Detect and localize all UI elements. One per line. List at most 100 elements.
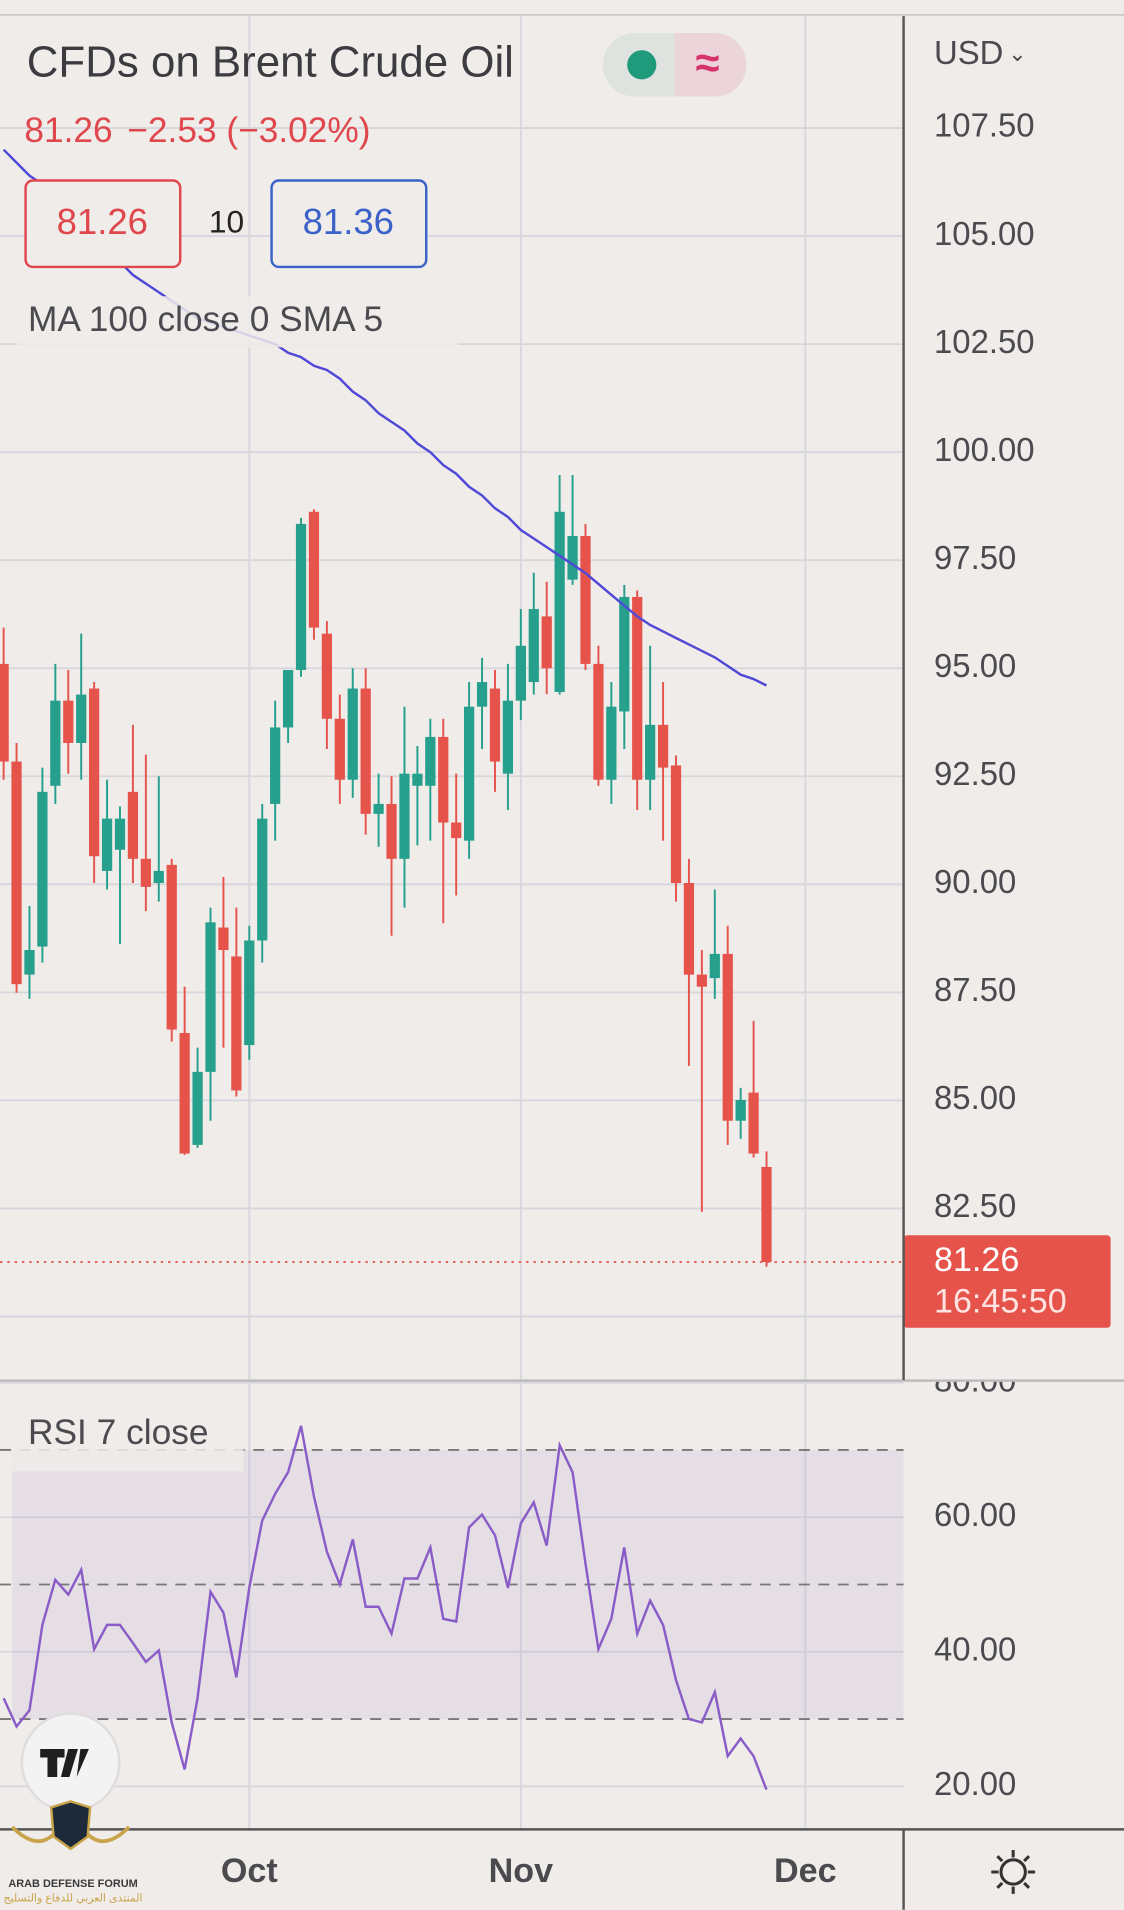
y-tick-label: 20.00 (934, 1765, 1016, 1802)
candle-body (399, 773, 410, 859)
candle-body (476, 682, 488, 707)
watermark: ARAB DEFENSE FORUM المنتدى العربي للدفاع… (4, 1712, 143, 1905)
last-price: 81.26 (24, 111, 112, 150)
settings-button[interactable] (991, 1850, 1036, 1894)
legend: CFDs on Brent Crude Oil ≈ 81.26 −2.53 (−3.… (12, 33, 747, 1472)
y-tick-label: 95.00 (934, 647, 1016, 684)
y-tick-label: 107.50 (934, 107, 1035, 144)
chevron: ⌄ (1008, 41, 1026, 66)
candle-body (657, 724, 669, 768)
candle-body (153, 870, 164, 884)
candle-body (127, 791, 139, 859)
candle-body (735, 1099, 746, 1121)
candle-body (386, 803, 397, 859)
currency: USD (934, 34, 1003, 71)
status-pill-right (674, 33, 747, 97)
candle-body (179, 1032, 190, 1154)
candle-body (502, 700, 514, 774)
y-tick-label: 87.50 (934, 971, 1016, 1008)
candle-body (451, 822, 462, 839)
candle-body (360, 688, 371, 814)
buy-button[interactable] (270, 179, 428, 269)
last-change: 81.26 −2.53 (−3.02%) (24, 111, 370, 150)
candle-body (554, 511, 565, 693)
candles (0, 148, 772, 1267)
delayed-icon: ≈ (695, 39, 719, 88)
candle-body (683, 883, 695, 975)
candle-body (709, 953, 720, 979)
candle-body (244, 940, 255, 1046)
candle-body (464, 706, 475, 841)
y-tick-label: 102.50 (934, 323, 1035, 360)
y-tick-label: 105.00 (934, 215, 1035, 252)
candle-body (295, 523, 307, 670)
candle-body (515, 645, 526, 701)
market-open-dot (627, 50, 657, 80)
candle-body (270, 727, 281, 804)
y-tick-label: 40.00 (934, 1630, 1016, 1667)
candle-body (373, 803, 384, 814)
x-tick-label: Oct (221, 1852, 278, 1890)
bid-price: 81.26 (57, 201, 148, 242)
candle-body (63, 700, 74, 743)
y-tick-label: 100.00 (934, 431, 1035, 468)
y-tick-label: 80.00 (934, 1361, 1016, 1398)
candle-body (205, 922, 216, 1072)
emblem-wings (10, 1825, 131, 1844)
candle-body (334, 718, 345, 780)
candle-body (0, 663, 9, 762)
ma-legend[interactable]: MA 100 close 0 SMA 5 (28, 300, 383, 339)
candle-body (438, 736, 449, 823)
tv-logo (40, 1748, 89, 1777)
y-tick-label: 90.00 (934, 863, 1016, 900)
rsi-legend[interactable]: RSI 7 close (28, 1413, 208, 1452)
candle-body (50, 700, 61, 786)
candle-body (114, 818, 126, 850)
price-tag (903, 1235, 1111, 1328)
candle-body (89, 688, 100, 857)
candle-body (11, 761, 22, 985)
candle-body (76, 694, 87, 743)
candle-body (257, 818, 268, 941)
candle-body (308, 511, 320, 628)
candle-body (24, 950, 35, 975)
forum-name: ARAB DEFENSE FORUM (8, 1878, 137, 1890)
candle-body (645, 724, 656, 780)
y-tick-label: 60.00 (934, 1496, 1016, 1533)
candle-body (670, 765, 682, 884)
plot-area: Oct Nov Dec 80.00 82.50 85.00 87.50 90.00 92.50 9… (0, 16, 1111, 1890)
candle-body (619, 596, 630, 712)
candle-body (347, 688, 358, 780)
candle-body (593, 663, 604, 780)
spread: 10 (209, 204, 244, 240)
candle-body (282, 669, 294, 728)
rsi-line (2, 1425, 768, 1791)
sell-button[interactable] (24, 179, 182, 269)
candle-body (567, 535, 578, 580)
candle-body (748, 1092, 759, 1154)
candle-body (722, 953, 733, 1121)
forum-name-arabic: المنتدى العربي للدفاع والتسليح (4, 1893, 143, 1905)
candle-body (425, 736, 436, 786)
price-tag-price: 81.26 (934, 1241, 1019, 1279)
y-tick-label: 97.50 (934, 539, 1016, 576)
price-tag-countdown: 16:45:50 (934, 1282, 1067, 1320)
moving-average-line (2, 148, 768, 687)
ask-price: 81.36 (303, 201, 394, 242)
currency-selector[interactable]: USD ⌄ (934, 34, 1027, 71)
candle-body (101, 818, 113, 871)
candle-body (632, 596, 643, 780)
candle-body (606, 706, 617, 780)
y-tick-label: 82.50 (934, 1187, 1016, 1224)
y-tick-label: 92.50 (934, 755, 1016, 792)
candle-body (192, 1071, 203, 1145)
indicator-label-bg (17, 296, 458, 348)
change-percent: (−3.02%) (226, 111, 370, 150)
x-tick-label: Dec (774, 1852, 837, 1890)
candle-body (321, 633, 332, 719)
candle-body (541, 616, 552, 669)
symbol-title: CFDs on Brent Crude Oil (27, 37, 514, 86)
candle-body (489, 688, 501, 762)
